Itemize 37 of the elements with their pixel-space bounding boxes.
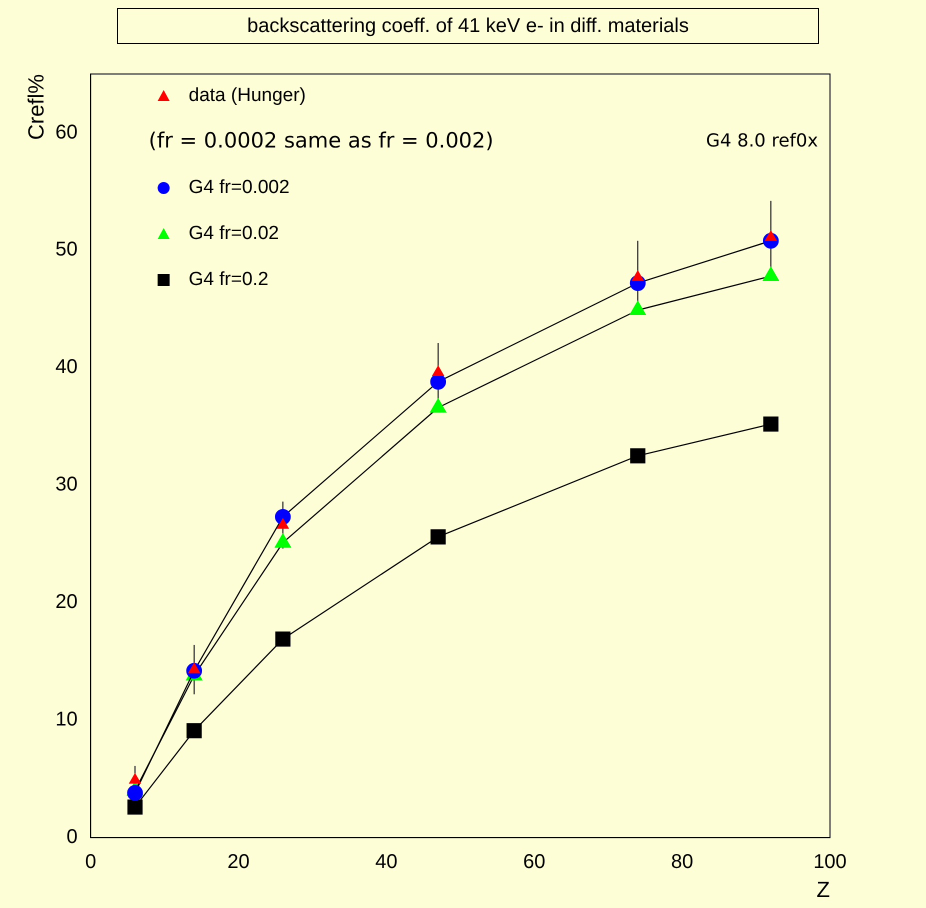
legend-label: G4 fr=0.002	[188, 177, 290, 198]
y-tick-label: 50	[55, 238, 78, 261]
x-tick-label: 20	[227, 851, 250, 874]
x-tick-label: 60	[523, 851, 546, 874]
point	[129, 773, 141, 784]
point	[763, 416, 778, 432]
x-axis-title: Z	[816, 876, 830, 902]
x-tick-label: 100	[813, 851, 847, 874]
point	[630, 448, 646, 464]
x-tick-label: 0	[85, 851, 96, 874]
legend-label: G4 fr=0.2	[188, 269, 268, 290]
point	[277, 518, 289, 529]
legend-label: G4 fr=0.02	[188, 223, 279, 244]
point	[275, 631, 290, 647]
point	[432, 366, 444, 376]
y-tick-label: 10	[55, 708, 78, 731]
point	[127, 785, 143, 801]
point	[430, 398, 446, 413]
annotation: G4 8.0 ref0x	[706, 130, 818, 152]
point	[762, 266, 779, 281]
y-tick-label: 30	[55, 474, 78, 496]
y-tick-label: 20	[55, 591, 78, 614]
legend-label: data (Hunger)	[188, 85, 306, 106]
y-axis-title: Crefl%	[23, 74, 48, 140]
y-tick-label: 60	[55, 121, 78, 144]
x-tick-label: 40	[375, 851, 398, 874]
y-tick-label: 0	[66, 826, 78, 848]
chart-title: backscattering coeff. of 41 keV e- in diff. materials	[117, 8, 819, 44]
point	[430, 529, 446, 544]
annotation: (fr = 0.0002 same as fr = 0.002)	[148, 128, 494, 152]
point	[632, 270, 644, 281]
x-tick-label: 80	[671, 851, 694, 874]
point	[127, 799, 143, 815]
y-tick-label: 40	[55, 356, 78, 378]
point	[274, 534, 291, 548]
point	[630, 300, 646, 316]
point	[186, 723, 202, 738]
